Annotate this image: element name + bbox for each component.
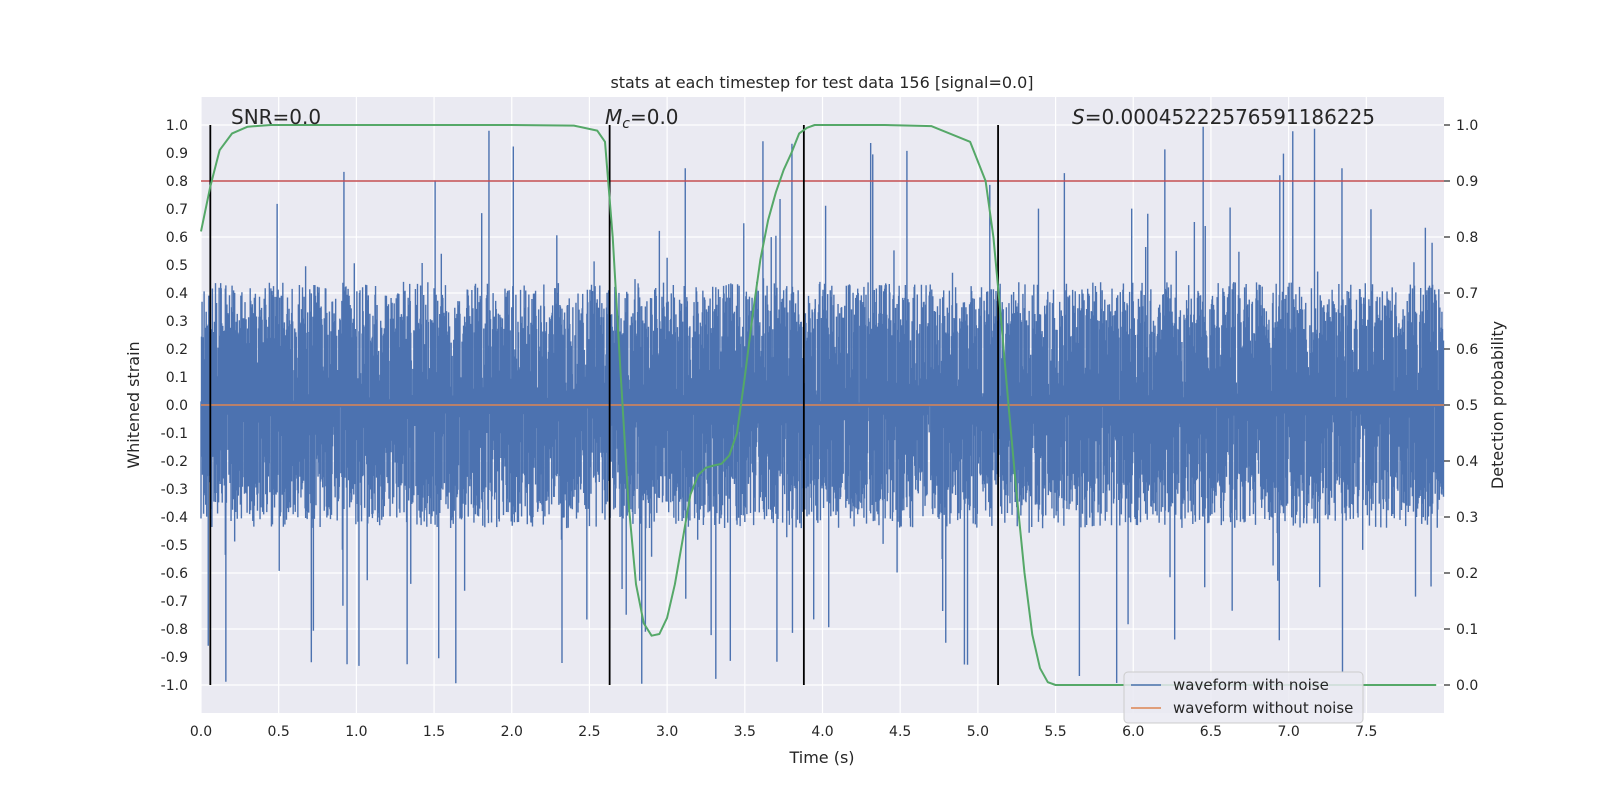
y-left-tick-label-17: -0.7 xyxy=(161,594,188,610)
y-right-tick-label-3: 0.7 xyxy=(1456,286,1478,302)
x-tick-label-5: 2.5 xyxy=(578,724,600,740)
y-left-tick-label-20: -1.0 xyxy=(161,678,188,694)
axes: 0.0 0.5 1.0 1.5 2.0 2.5 3.0 3.5 4.0 4.5 5.0 5.5 6.0 6… xyxy=(161,118,1479,740)
annotation-chirp-mass: Mc=0.0 xyxy=(605,105,679,132)
x-tick-label-6: 3.0 xyxy=(656,724,678,740)
overlay-lines xyxy=(200,124,1444,686)
y-right-tick-label-7: 0.3 xyxy=(1456,510,1478,526)
y-left-tick-label-11: -0.1 xyxy=(161,426,188,442)
legend-box xyxy=(1123,671,1364,724)
x-tick-label-1: 0.5 xyxy=(268,724,290,740)
y-right-tick-label-2: 0.8 xyxy=(1456,230,1478,246)
y-left-tick-label-1: 0.9 xyxy=(166,146,188,162)
x-tick-label-10: 5.0 xyxy=(967,724,989,740)
x-tick-label-9: 4.5 xyxy=(889,724,911,740)
y-right-tick-label-4: 0.6 xyxy=(1456,342,1478,358)
y-left-tick-label-15: -0.5 xyxy=(161,538,188,554)
chirp-mass-value: =0.0 xyxy=(630,105,679,129)
y-right-tick-label-1: 0.9 xyxy=(1456,174,1478,190)
x-tick-label-15: 7.5 xyxy=(1355,724,1377,740)
x-tick-label-0: 0.0 xyxy=(190,724,212,740)
y-left-tick-label-6: 0.4 xyxy=(166,286,188,302)
x-tick-label-14: 7.0 xyxy=(1277,724,1299,740)
chart-title: stats at each timestep for test data 156… xyxy=(610,73,1033,92)
y-left-tick-label-3: 0.7 xyxy=(166,202,188,218)
y-left-tick-label-12: -0.2 xyxy=(161,454,188,470)
y-left-tick-label-8: 0.2 xyxy=(166,342,188,358)
noise-trace xyxy=(200,126,1445,684)
y-left-tick-label-5: 0.5 xyxy=(166,258,188,274)
x-axis-label: Time (s) xyxy=(788,748,854,767)
y-right-tick-label-6: 0.4 xyxy=(1456,454,1478,470)
y-right-tick-label-0: 1.0 xyxy=(1456,118,1478,134)
y-left-tick-label-18: -0.8 xyxy=(161,622,188,638)
y-left-tick-label-0: 1.0 xyxy=(166,118,188,134)
y-left-tick-label-10: 0.0 xyxy=(166,398,188,414)
x-tick-label-2: 1.0 xyxy=(345,724,367,740)
legend-label-waveform-without-noise: waveform without noise xyxy=(1173,699,1353,717)
x-tick-label-3: 1.5 xyxy=(423,724,445,740)
y-left-tick-label-7: 0.3 xyxy=(166,314,188,330)
chirp-mass-subscript: c xyxy=(622,116,630,132)
y-left-tick-label-14: -0.4 xyxy=(161,510,188,526)
y-right-tick-label-5: 0.5 xyxy=(1456,398,1478,414)
y-axis-label-right: Detection probability xyxy=(1488,321,1507,489)
x-tick-label-11: 5.5 xyxy=(1044,724,1066,740)
y-right-tick-label-10: 0.0 xyxy=(1456,678,1478,694)
legend-label-waveform-with-noise: waveform with noise xyxy=(1173,676,1329,694)
chirp-mass-symbol: M xyxy=(605,105,622,129)
y-left-tick-label-4: 0.6 xyxy=(166,230,188,246)
y-left-tick-label-13: -0.3 xyxy=(161,482,188,498)
s-number: =0.00045222576591186225 xyxy=(1085,105,1375,129)
x-tick-label-12: 6.0 xyxy=(1122,724,1144,740)
y-left-tick-label-16: -0.6 xyxy=(161,566,188,582)
y-left-tick-label-2: 0.8 xyxy=(166,174,188,190)
detection-probability-line xyxy=(200,124,1437,686)
x-tick-label-8: 4.0 xyxy=(811,724,833,740)
s-symbol: S xyxy=(1072,105,1085,129)
legend: waveform with noise waveform without noi… xyxy=(1123,671,1364,724)
x-tick-label-7: 3.5 xyxy=(734,724,756,740)
x-tick-label-13: 6.5 xyxy=(1200,724,1222,740)
y-right-tick-label-9: 0.1 xyxy=(1456,622,1478,638)
y-axis-label-left: Whitened strain xyxy=(124,341,143,468)
series-waveform-with-noise xyxy=(200,126,1445,684)
x-tick-label-4: 2.0 xyxy=(501,724,523,740)
annotation-snr: SNR=0.0 xyxy=(231,105,321,129)
annotation-s-value: S=0.00045222576591186225 xyxy=(1072,105,1375,129)
y-left-tick-label-19: -0.9 xyxy=(161,650,188,666)
y-right-tick-label-8: 0.2 xyxy=(1456,566,1478,582)
y-left-tick-label-9: 0.1 xyxy=(166,370,188,386)
